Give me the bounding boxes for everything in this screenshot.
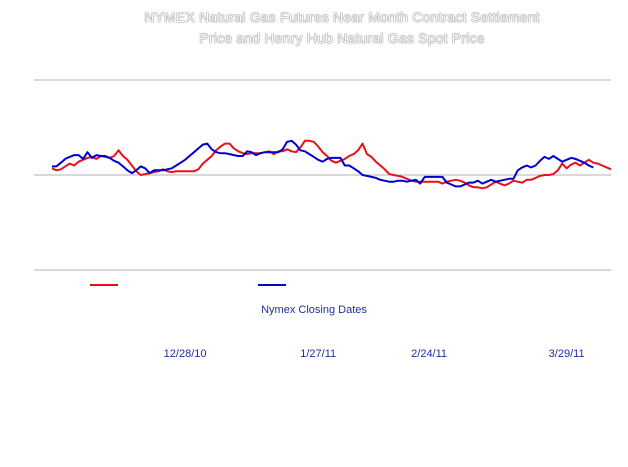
x-tick-label: 3/29/11 (548, 348, 585, 360)
x-tick-label: 1/27/11 (300, 348, 337, 360)
x-tick-label: 12/28/10 (163, 348, 207, 360)
series-lines (51, 139, 612, 190)
series-line-1 (51, 139, 612, 190)
series-line-2 (52, 139, 594, 188)
chart-title: NYMEX Natural Gas Futures Near Month Con… (144, 9, 540, 25)
x-tick-label: 2/24/11 (411, 348, 448, 360)
x-axis-label: Nymex Closing Dates (261, 304, 367, 316)
chart-subtitle: Price and Henry Hub Natural Gas Spot Pri… (199, 30, 485, 46)
grid-lines (34, 79, 611, 271)
